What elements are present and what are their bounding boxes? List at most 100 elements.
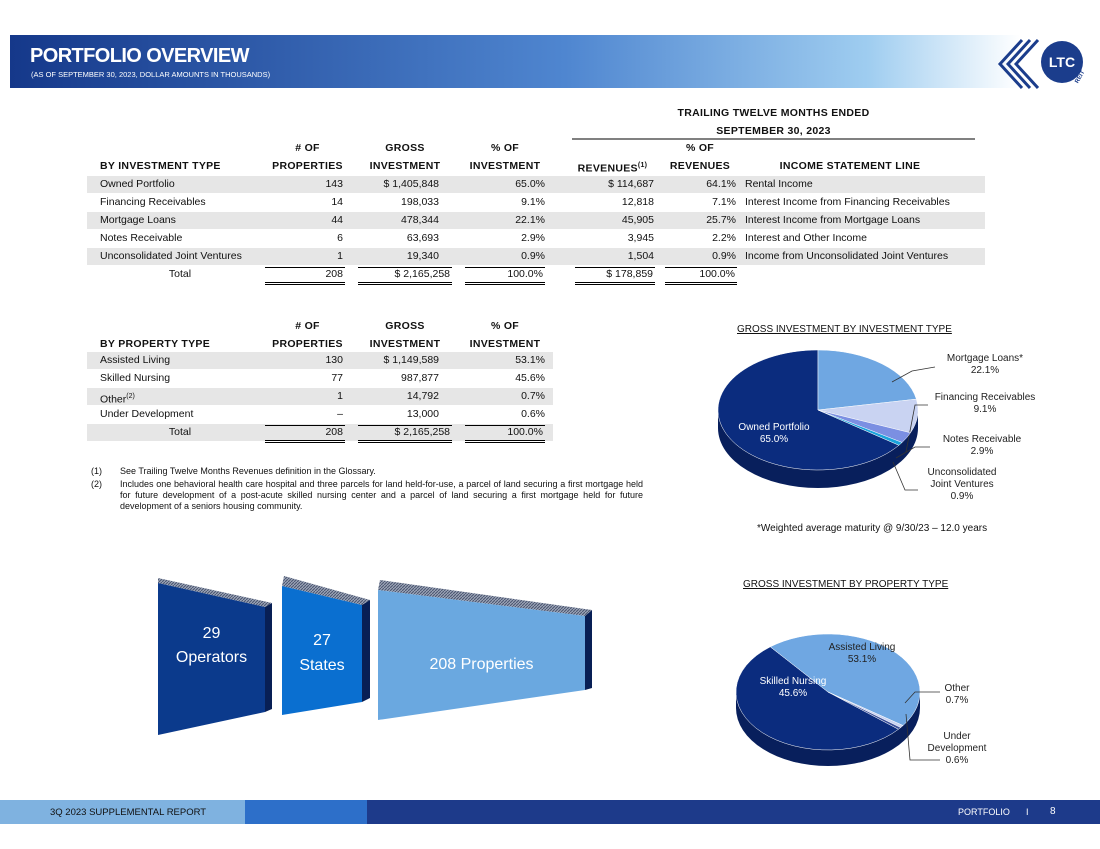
pie-label-category: Other <box>944 683 970 694</box>
stat-label: Operators <box>175 649 248 666</box>
pie-title: GROSS INVESTMENT BY INVESTMENT TYPE <box>737 324 952 335</box>
pie-label-category: Financing Receivables <box>934 392 1036 403</box>
column-header: % OF <box>490 320 520 332</box>
pie-label: Financing Receivables 9.1% <box>930 392 1040 416</box>
table-cell: Total <box>168 426 192 438</box>
column-header: BY PROPERTY TYPE <box>100 338 211 350</box>
pie-label-value: 9.1% <box>973 404 997 415</box>
column-header: REVENUES <box>669 160 731 172</box>
table-cell: Interest Income from Mortgage Loans <box>745 214 921 226</box>
pie-label-category: Skilled Nursing <box>759 676 827 687</box>
leader-line <box>892 461 918 491</box>
logo-circle <box>1041 41 1083 83</box>
table-cell: $ 178,859 <box>575 267 655 285</box>
stat-value: 29 <box>202 625 221 642</box>
pie-slice <box>817 409 903 446</box>
column-header: PROPERTIES <box>272 338 343 350</box>
footnote-number: (2) <box>91 479 102 489</box>
pie-slice <box>735 646 899 751</box>
table-cell: Under Development <box>100 408 194 420</box>
table-cell: Interest and Other Income <box>745 232 867 244</box>
table-cell: 100.0% <box>465 425 545 443</box>
pie-label-category: Mortgage Loans* <box>946 353 1024 364</box>
table-cell: $ 1,405,848 <box>383 178 439 190</box>
table-cell: 100.0% <box>665 267 737 285</box>
pie-label-value: 0.7% <box>945 695 969 706</box>
pie-label: Owned Portfolio 65.0% <box>729 422 819 446</box>
column-header: GROSS <box>385 142 425 154</box>
title: PORTFOLIO OVERVIEW <box>30 45 249 67</box>
footnote-text: Includes one behavioral health care hosp… <box>120 479 643 511</box>
table-cell: Interest Income from Financing Receivabl… <box>745 196 950 208</box>
table-cell: Rental Income <box>745 178 813 190</box>
pie-label-value: 65.0% <box>759 434 789 445</box>
table-cell: 208 <box>265 267 345 285</box>
table-cell: 2.2% <box>712 232 736 244</box>
footer-sep: I <box>1026 807 1029 817</box>
table-cell: Income from Unconsolidated Joint Venture… <box>745 250 949 262</box>
row-shade <box>87 424 553 441</box>
table-cell: – <box>337 408 343 420</box>
table-cell: Owned Portfolio <box>100 178 175 190</box>
table-cell: 1 <box>337 390 343 402</box>
row-shade <box>87 388 553 405</box>
table-cell: 1 <box>337 250 343 262</box>
pie-label: Assisted Living 53.1% <box>817 642 907 666</box>
pie-label-category: Owned Portfolio <box>738 422 810 433</box>
row-shade <box>87 248 985 265</box>
table-cell: 64.1% <box>706 178 736 190</box>
subtitle: (AS OF SEPTEMBER 30, 2023, DOLLAR AMOUNT… <box>31 70 271 79</box>
table-cell: 130 <box>325 354 343 366</box>
pie-label: Skilled Nursing 45.6% <box>748 676 838 700</box>
superscript: (1) <box>637 162 648 169</box>
table-cell: Notes Receivable <box>100 232 183 244</box>
table-cell: Total <box>168 268 192 280</box>
table-cell: 9.1% <box>521 196 545 208</box>
pie-label-category: Notes Receivable <box>942 434 1022 445</box>
leader-line <box>904 691 940 704</box>
column-header: INCOME STATEMENT LINE <box>779 160 921 172</box>
table-cell: 1,504 <box>627 250 654 262</box>
table-cell: 7.1% <box>712 196 736 208</box>
table-cell: 143 <box>325 178 343 190</box>
block <box>282 586 362 715</box>
column-header: % OF <box>685 142 715 154</box>
pie-label-value: 22.1% <box>970 365 1000 376</box>
footer-bar <box>367 800 1100 824</box>
table-cell: 3,945 <box>627 232 654 244</box>
footnote-number: (1) <box>91 466 102 476</box>
table-cell: 478,344 <box>401 214 439 226</box>
table-cell: 0.6% <box>521 408 545 420</box>
table-cell: 987,877 <box>401 372 439 384</box>
footnote-text: See Trailing Twelve Months Revenues defi… <box>120 466 376 476</box>
table-cell: 208 <box>265 425 345 443</box>
table-cell: 45,905 <box>621 214 654 226</box>
pie-label: Notes Receivable 2.9% <box>932 434 1032 458</box>
table-cell: 198,033 <box>401 196 439 208</box>
column-header: INVESTMENT <box>469 160 541 172</box>
column-header: GROSS <box>385 320 425 332</box>
footer-left: 3Q 2023 SUPPLEMENTAL REPORT <box>50 807 207 818</box>
table-cell: 13,000 <box>406 408 439 420</box>
column-header: BY INVESTMENT TYPE <box>100 160 221 172</box>
superscript: (2) <box>126 393 135 400</box>
pie-label-value: 53.1% <box>847 654 877 665</box>
logo-text: LTC <box>1048 54 1076 70</box>
pie-title: GROSS INVESTMENT BY PROPERTY TYPE <box>743 579 949 590</box>
table-cell: 65.0% <box>515 178 545 190</box>
table-cell: 44 <box>331 214 343 226</box>
pie-label-category: Unconsolidated Joint Ventures <box>927 467 997 490</box>
table-cell: Unconsolidated Joint Ventures <box>100 250 242 262</box>
table-cell: Assisted Living <box>100 354 171 366</box>
column-header: # OF <box>295 142 320 154</box>
table-cell: 12,818 <box>621 196 654 208</box>
table-cell: $ 2,165,258 <box>358 267 452 285</box>
row-shade <box>87 352 553 369</box>
pie-label-value: 2.9% <box>970 446 994 457</box>
row-shade <box>87 176 985 193</box>
table-cell: 25.7% <box>706 214 736 226</box>
leader-line <box>891 366 936 383</box>
stat-label: States <box>299 657 345 674</box>
